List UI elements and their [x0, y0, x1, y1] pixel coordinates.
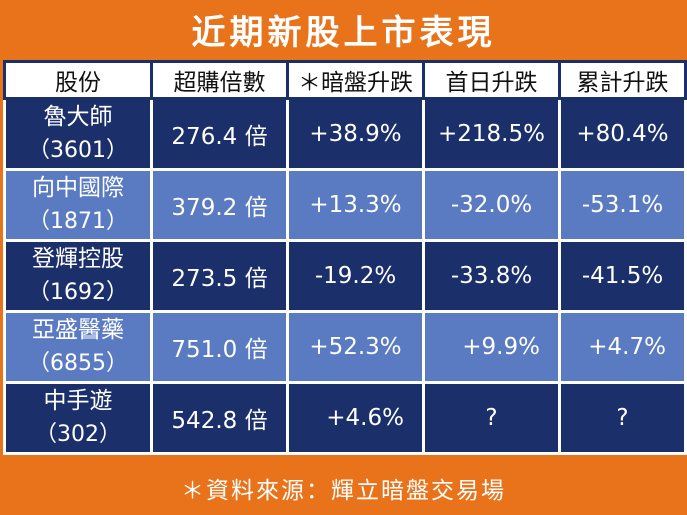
stock-cell: 中手遊 （302） [3, 381, 153, 455]
grey-market-cell: +38.9% [286, 97, 425, 171]
header-first-day: 首日升跌 [422, 60, 561, 100]
oversubscription-cell: 751.0 倍 [150, 310, 289, 384]
header-grey-market: ＊暗盤升跌 [286, 60, 425, 100]
cumulative-cell: ? [558, 381, 687, 455]
stock-name: 魯大師 [43, 104, 113, 130]
stock-code: （1871） [28, 209, 128, 234]
stock-name: 向中國際 [32, 175, 124, 201]
grey-market-cell: +52.3% [286, 310, 425, 384]
cumulative-cell: -41.5% [558, 239, 687, 313]
table-row: 中手遊 （302） 542.8 倍 +4.6% ? ? [3, 381, 687, 455]
cumulative-cell: +4.7% [558, 310, 687, 384]
stock-cell: 魯大師 （3601） [3, 97, 153, 171]
cumulative-cell: +80.4% [558, 97, 687, 171]
table-row: 登輝控股 （1692） 273.5 倍 -19.2% -33.8% -41.5% [3, 239, 687, 313]
stock-code: （6855） [28, 351, 128, 376]
stock-name: 中手遊 [43, 388, 113, 414]
source-note: ＊資料來源：輝立暗盤交易場 [181, 478, 506, 504]
table-row: 向中國際 （1871） 379.2 倍 +13.3% -32.0% -53.1% [3, 168, 687, 242]
stock-name: 登輝控股 [32, 246, 124, 272]
first-day-cell: +9.9% [422, 310, 561, 384]
oversubscription-cell: 273.5 倍 [150, 239, 289, 313]
header-stock: 股份 [3, 60, 153, 100]
cumulative-cell: -53.1% [558, 168, 687, 242]
header-cumulative: 累計升跌 [558, 60, 687, 100]
stock-name: 亞盛醫藥 [32, 317, 124, 343]
stock-cell: 向中國際 （1871） [3, 168, 153, 242]
stock-code: （3601） [28, 138, 128, 163]
first-day-cell: ? [422, 381, 561, 455]
grey-market-cell: +13.3% [286, 168, 425, 242]
table-header-row: 股份 超購倍數 ＊暗盤升跌 首日升跌 累計升跌 [3, 60, 687, 100]
first-day-cell: +218.5% [422, 97, 561, 171]
table-row: 魯大師 （3601） 276.4 倍 +38.9% +218.5% +80.4% [3, 97, 687, 171]
oversubscription-cell: 379.2 倍 [150, 168, 289, 242]
stock-cell: 亞盛醫藥 （6855） [3, 310, 153, 384]
page-title: 近期新股上市表現 [191, 12, 496, 53]
stock-code: （1692） [28, 280, 128, 305]
table-row: 亞盛醫藥 （6855） 751.0 倍 +52.3% +9.9% +4.7% [3, 310, 687, 384]
stock-cell: 登輝控股 （1692） [3, 239, 153, 313]
oversubscription-cell: 542.8 倍 [150, 381, 289, 455]
header-oversubscription: 超購倍數 [150, 60, 289, 100]
ipo-performance-table: 股份 超購倍數 ＊暗盤升跌 首日升跌 累計升跌 魯大師 （3601） 276.4… [3, 60, 687, 455]
first-day-cell: -32.0% [422, 168, 561, 242]
first-day-cell: -33.8% [422, 239, 561, 313]
grey-market-cell: +4.6% [286, 381, 425, 455]
grey-market-cell: -19.2% [286, 239, 425, 313]
oversubscription-cell: 276.4 倍 [150, 97, 289, 171]
stock-code: （302） [35, 422, 121, 447]
